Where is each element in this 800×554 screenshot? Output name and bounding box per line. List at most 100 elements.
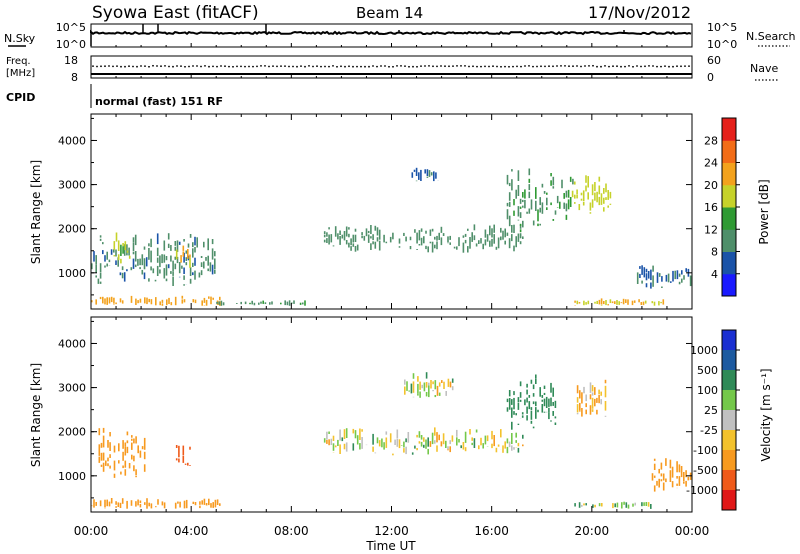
heatmap-cell [420,237,423,246]
heatmap-cell [121,272,124,279]
heatmap-cell [639,266,641,269]
power-colorbar-label: 12 [704,223,718,236]
heatmap-cell [526,406,528,414]
heatmap-cell [119,272,122,276]
heatmap-cell [132,242,135,252]
heatmap-cell [576,385,579,394]
heatmap-cell [667,273,670,283]
noise-left-tick-top: 10^5 [56,21,86,34]
heatmap-cell [410,383,413,394]
heatmap-cell [185,257,188,261]
freq-point [672,65,674,68]
heatmap-cell [478,445,480,450]
heatmap-cell [556,207,559,208]
heatmap-cell [600,391,602,396]
heatmap-cell [524,399,526,406]
heatmap-cell [198,272,201,278]
freq-point [524,65,526,67]
heatmap-cell [522,205,524,208]
heatmap-cell [330,234,333,243]
heatmap-cell [339,236,341,245]
heatmap-cell [500,227,502,233]
velocity-colorbar-label: 1000 [690,344,718,357]
heatmap-cell [115,232,118,242]
heatmap-cell [122,440,124,449]
heatmap-cell [669,459,672,469]
heatmap-cell [139,500,142,503]
heatmap-cell [502,445,504,453]
heatmap-cell [128,463,131,469]
heatmap-cell [203,241,205,248]
heatmap-cell [134,251,137,262]
heatmap-cell [161,254,163,264]
heatmap-cell [685,470,687,478]
heatmap-cell [489,240,491,247]
heatmap-cell [508,238,511,249]
heatmap-cell [110,249,113,255]
heatmap-cell [106,499,108,507]
heatmap-cell [95,275,97,278]
velocity-colorbar-segment [722,350,736,371]
heatmap-cell [651,301,654,304]
heatmap-cell [109,442,111,451]
heatmap-cell [511,421,513,430]
heatmap-cell [519,212,522,218]
heatmap-cell [132,251,135,255]
heatmap-cell [150,250,152,263]
heatmap-cell [506,174,509,185]
heatmap-cell [639,273,641,278]
heatmap-cell [504,240,506,245]
heatmap-cell [99,273,102,279]
heatmap-cell [442,233,445,236]
heatmap-cell [522,199,524,203]
heatmap-cell [428,385,430,398]
heatmap-cell [323,239,326,243]
heatmap-cell [418,244,421,246]
heatmap-cell [683,472,685,482]
heatmap-cell [99,263,102,273]
heatmap-cell [115,260,117,265]
heatmap-cell [554,416,557,419]
heatmap-cell [605,197,607,200]
heatmap-cell [135,436,137,444]
heatmap-cell [192,248,194,258]
velocity-colorbar-label: -1000 [686,484,718,497]
heatmap-cell [423,236,425,244]
heatmap-cell [104,499,106,508]
freq-point [508,65,510,68]
heatmap-cell [205,257,207,261]
heatmap-cell [185,262,188,266]
heatmap-cell [517,185,520,196]
freq-point [496,65,498,68]
freq-point [648,65,650,67]
heatmap-cell [348,233,350,238]
heatmap-cell [598,196,601,206]
heatmap-cell [678,273,681,277]
heatmap-cell [436,385,439,396]
heatmap-cell [104,507,106,509]
heatmap-cell [326,232,328,237]
heatmap-cell [541,399,544,402]
heatmap-cell [161,299,164,303]
heatmap-cell [118,460,120,464]
heatmap-cell [419,381,421,390]
heatmap-cell [598,394,600,404]
heatmap-cell [434,244,436,249]
heatmap-cell [163,502,166,509]
heatmap-cell [176,256,179,264]
heatmap-cell [528,178,531,183]
freq-point [276,65,278,68]
freq-point [504,65,506,68]
heatmap-cell [634,502,636,506]
heatmap-cell [189,234,192,238]
heatmap-cell [486,234,489,242]
heatmap-cell [352,234,355,243]
heatmap-cell [174,296,177,306]
heatmap-cell [581,392,583,404]
heatmap-cell [417,376,419,382]
heatmap-cell [618,301,620,305]
heatmap-cell [205,503,208,506]
heatmap-cell [530,199,533,210]
freq-point [196,65,198,67]
heatmap-cell [574,194,576,199]
